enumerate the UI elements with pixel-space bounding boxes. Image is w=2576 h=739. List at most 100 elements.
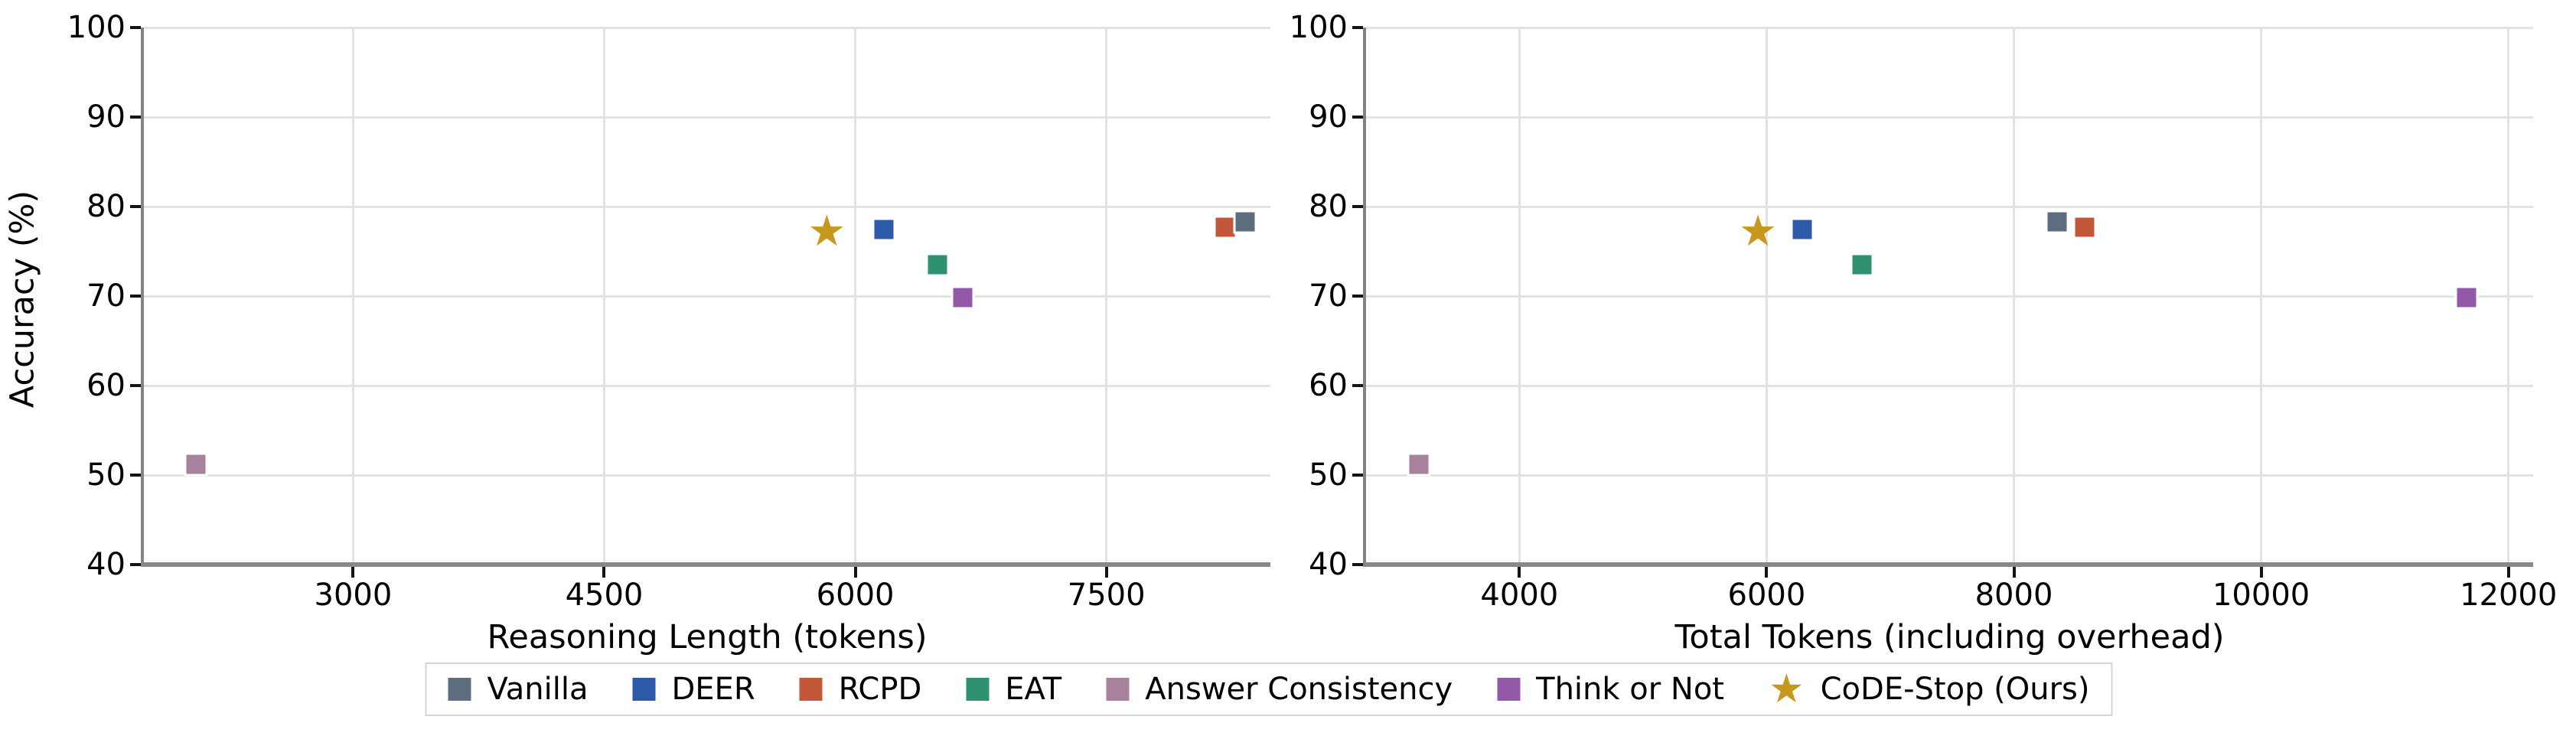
x-tick-label: 4500 xyxy=(565,578,644,613)
x-axis-label: Reasoning Length (tokens) xyxy=(487,618,928,656)
data-point-square xyxy=(951,285,975,310)
y-gridline xyxy=(144,26,1270,29)
data-point-square xyxy=(1790,217,1815,242)
y-tick-mark xyxy=(1352,474,1363,477)
y-tick-label: 90 xyxy=(86,99,126,135)
y-tick-mark xyxy=(1352,26,1363,29)
y-axis-label: Accuracy (%) xyxy=(3,190,42,409)
y-tick-mark xyxy=(130,295,141,298)
data-point-square xyxy=(1213,215,1237,239)
x-gridline xyxy=(854,28,857,565)
x-tick-mark xyxy=(2259,567,2263,578)
y-gridline xyxy=(1366,116,2533,119)
x-gridline xyxy=(1105,28,1108,565)
y-tick-label: 80 xyxy=(86,189,126,224)
data-point-star: ★ xyxy=(807,206,846,256)
y-tick-label: 50 xyxy=(86,457,126,493)
y-tick-label: 100 xyxy=(67,10,126,45)
x-axis-spine xyxy=(1363,562,2533,567)
legend-item: DEER xyxy=(632,674,755,705)
y-gridline xyxy=(1366,384,2533,387)
y-gridline xyxy=(1366,205,2533,208)
legend-box: Vanilla DEER RCPD EAT Answer Consistency Thin… xyxy=(425,662,2113,716)
y-tick-label: 70 xyxy=(1309,278,1348,314)
x-tick-mark xyxy=(2012,567,2016,578)
y-tick-label: 60 xyxy=(86,368,126,403)
y-gridline xyxy=(144,205,1270,208)
legend-swatch-icon xyxy=(448,678,471,701)
y-gridline xyxy=(1366,26,2533,29)
legend-item-label: CoDE-Stop (Ours) xyxy=(1820,672,2090,707)
x-tick-mark xyxy=(853,567,857,578)
legend-item-label: Vanilla xyxy=(487,672,589,707)
y-tick-label: 40 xyxy=(1309,547,1348,582)
x-gridline xyxy=(602,28,605,565)
x-tick-label: 8000 xyxy=(1974,578,2053,613)
data-point-square xyxy=(2072,215,2097,239)
data-point-square xyxy=(1233,210,1257,234)
y-tick-label: 60 xyxy=(1309,368,1348,403)
y-tick-label: 100 xyxy=(1289,10,1348,45)
y-tick-mark xyxy=(130,563,141,566)
y-tick-mark xyxy=(1352,295,1363,298)
y-tick-label: 80 xyxy=(1309,189,1348,224)
x-axis-label: Total Tokens (including overhead) xyxy=(1674,618,2225,656)
y-tick-mark xyxy=(1352,205,1363,208)
y-gridline xyxy=(144,474,1270,477)
data-point-square xyxy=(2045,210,2069,234)
x-tick-label: 4000 xyxy=(1480,578,1559,613)
x-tick-mark xyxy=(1765,567,1769,578)
data-point-square xyxy=(1850,252,1874,277)
x-tick-label: 7500 xyxy=(1067,578,1146,613)
x-gridline xyxy=(2260,28,2263,565)
y-gridline xyxy=(144,116,1270,119)
legend-item: Answer Consistency xyxy=(1106,674,1453,705)
x-tick-mark xyxy=(1104,567,1108,578)
legend-item-label: RCPD xyxy=(838,672,922,707)
x-tick-label: 6000 xyxy=(1727,578,1806,613)
x-tick-label: 10000 xyxy=(2212,578,2310,613)
data-point-square xyxy=(872,217,896,242)
x-tick-mark xyxy=(1518,567,1521,578)
y-tick-mark xyxy=(130,474,141,477)
y-tick-mark xyxy=(1352,384,1363,387)
x-gridline xyxy=(351,28,354,565)
y-tick-label: 90 xyxy=(1309,99,1348,135)
x-gridline xyxy=(1518,28,1521,565)
x-tick-mark xyxy=(351,567,355,578)
y-tick-mark xyxy=(1352,116,1363,119)
y-gridline xyxy=(1366,474,2533,477)
y-axis-spine xyxy=(141,28,144,567)
legend-swatch-icon xyxy=(1106,678,1130,701)
legend-item-label: EAT xyxy=(1005,672,1062,707)
legend-item-label: Think or Not xyxy=(1536,672,1724,707)
legend-swatch-icon xyxy=(966,678,990,701)
data-point-square xyxy=(1407,452,1431,477)
x-gridline xyxy=(2507,28,2510,565)
data-point-star: ★ xyxy=(1738,206,1778,256)
y-tick-mark xyxy=(130,205,141,208)
x-gridline xyxy=(2013,28,2015,565)
y-gridline xyxy=(144,295,1270,298)
x-axis-spine xyxy=(141,562,1270,567)
y-tick-label: 50 xyxy=(1309,457,1348,493)
y-gridline xyxy=(144,384,1270,387)
y-tick-mark xyxy=(130,26,141,29)
legend-item: RCPD xyxy=(799,672,922,707)
x-tick-mark xyxy=(2506,567,2510,578)
y-tick-label: 70 xyxy=(86,278,126,314)
data-point-square xyxy=(184,452,208,477)
y-axis-spine xyxy=(1363,28,1366,567)
x-tick-label: 6000 xyxy=(816,578,895,613)
data-point-square xyxy=(925,252,950,277)
legend-item-label: DEER xyxy=(671,672,755,707)
legend-swatch-icon xyxy=(799,678,823,701)
legend-swatch-icon xyxy=(632,678,656,701)
y-tick-mark xyxy=(130,384,141,387)
legend-item: Vanilla xyxy=(448,674,588,705)
x-tick-label: 3000 xyxy=(314,578,393,613)
x-gridline xyxy=(1765,28,1768,565)
legend-star-icon: ★ xyxy=(1768,666,1805,712)
x-tick-label: 12000 xyxy=(2460,578,2558,613)
